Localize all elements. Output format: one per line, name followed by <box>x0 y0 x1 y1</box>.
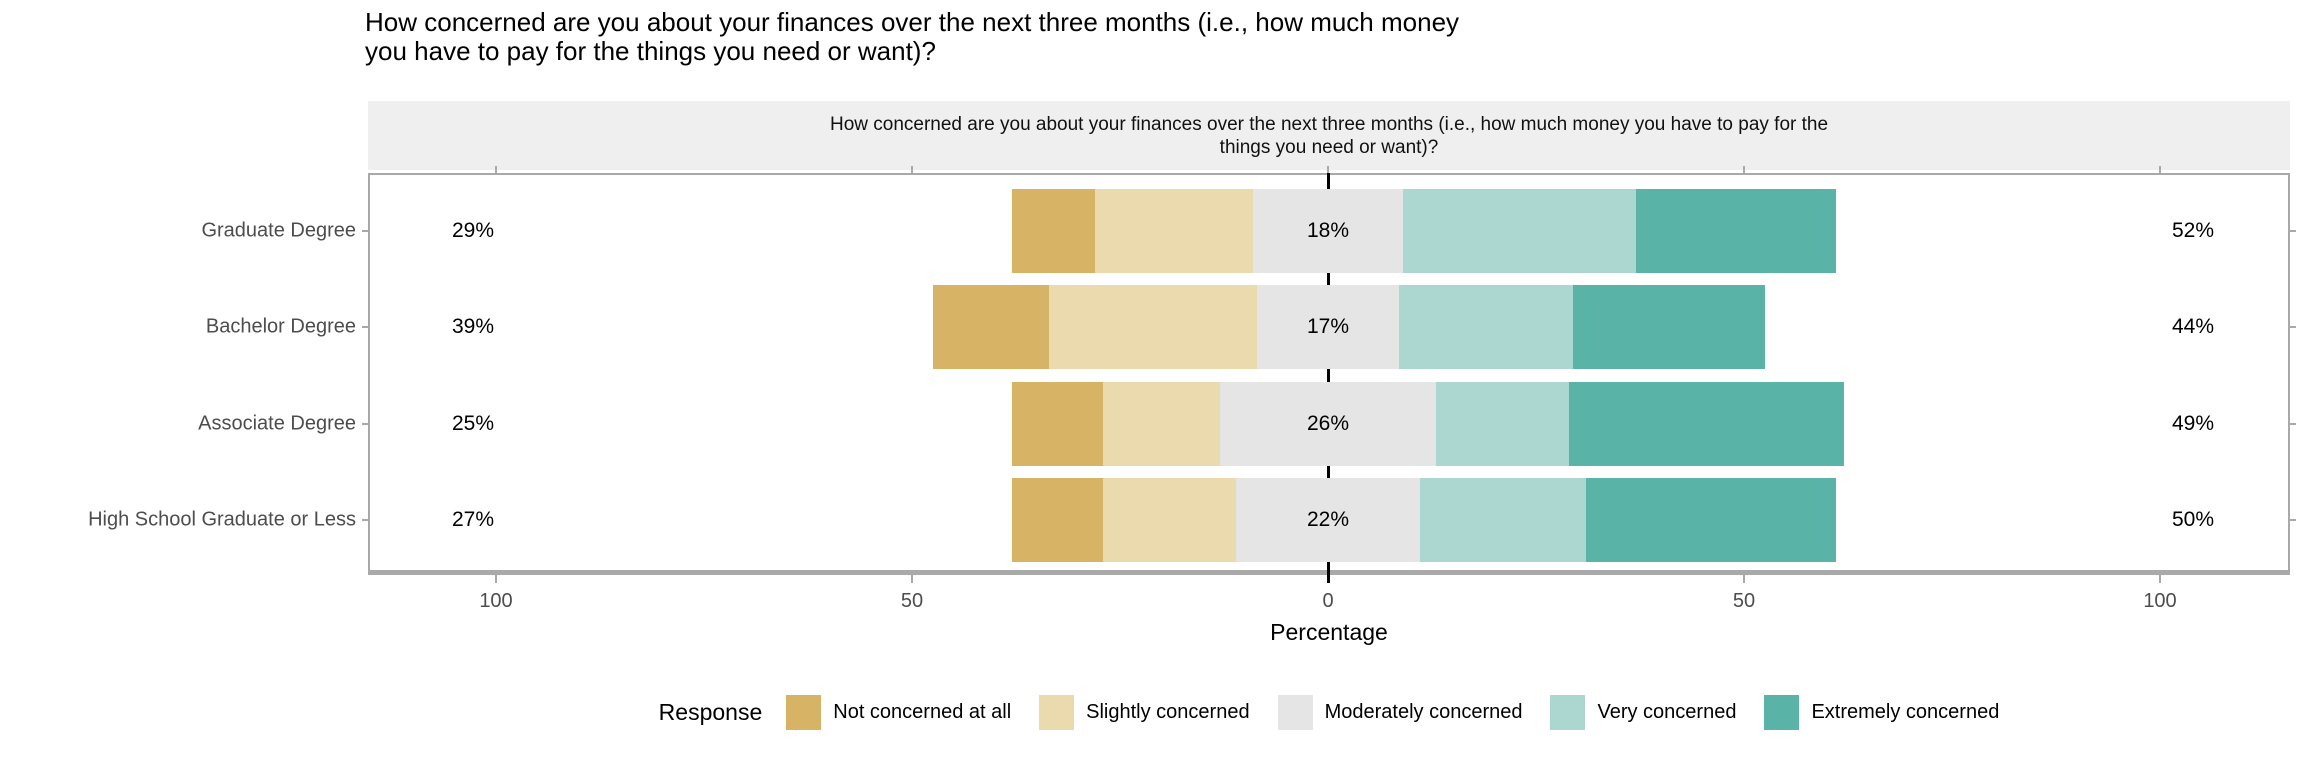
legend-item: Moderately concerned <box>1277 694 1523 730</box>
x-tick-mark <box>495 575 497 583</box>
legend-item: Extremely concerned <box>1764 694 2000 730</box>
y-axis-category-label: Associate Degree <box>198 412 356 435</box>
legend-swatch <box>1277 694 1313 730</box>
x-tick-label: 100 <box>479 590 513 612</box>
x-axis-title: Percentage <box>1270 619 1388 645</box>
legend-item-label: Extremely concerned <box>1811 700 2000 723</box>
x-tick-mark <box>1743 575 1745 583</box>
chart-title: How concerned are you about your finance… <box>365 8 1459 66</box>
x-tick-label: 50 <box>900 590 924 612</box>
x-tick-mark <box>911 575 913 583</box>
legend-item: Not concerned at all <box>786 694 1012 730</box>
plot-panel <box>368 173 2290 572</box>
x-tick-label: 100 <box>2143 590 2177 612</box>
y-tick-mark-right <box>2290 230 2296 232</box>
legend-item-label: Not concerned at all <box>833 700 1012 723</box>
x-tick-label: 0 <box>1322 590 1334 612</box>
y-tick-mark-right <box>2290 423 2296 425</box>
y-axis-category-label: Bachelor Degree <box>205 315 356 338</box>
legend: Response Not concerned at all Slightly co… <box>368 686 2290 738</box>
y-tick-mark-right <box>2290 326 2296 328</box>
legend-item-label: Slightly concerned <box>1086 700 1250 723</box>
legend-swatch <box>1764 694 1800 730</box>
legend-title: Response <box>658 698 763 725</box>
y-axis-category-label: Graduate Degree <box>201 219 356 242</box>
legend-item: Very concerned <box>1550 694 1737 730</box>
chart-title-line2: you have to pay for the things you need … <box>365 36 936 66</box>
legend-swatch <box>1550 694 1586 730</box>
legend-swatch <box>786 694 822 730</box>
legend-item-label: Moderately concerned <box>1324 700 1523 723</box>
x-axis-line <box>368 571 2290 575</box>
y-tick-mark-right <box>2290 519 2296 521</box>
legend-item: Slightly concerned <box>1039 694 1250 730</box>
chart-title-line1: How concerned are you about your finance… <box>365 7 1460 37</box>
legend-item-label: Very concerned <box>1597 700 1737 723</box>
x-tick-label: 50 <box>1732 590 1756 612</box>
x-tick-mark <box>2159 575 2161 583</box>
facet-strip-line1: How concerned are you about your finance… <box>829 113 1829 135</box>
facet-strip-line2: things you need or want)? <box>1219 136 1439 158</box>
y-axis-category-label: High School Graduate or Less <box>88 508 356 531</box>
legend-swatch <box>1039 694 1075 730</box>
facet-strip: How concerned are you about your finance… <box>368 101 2290 170</box>
